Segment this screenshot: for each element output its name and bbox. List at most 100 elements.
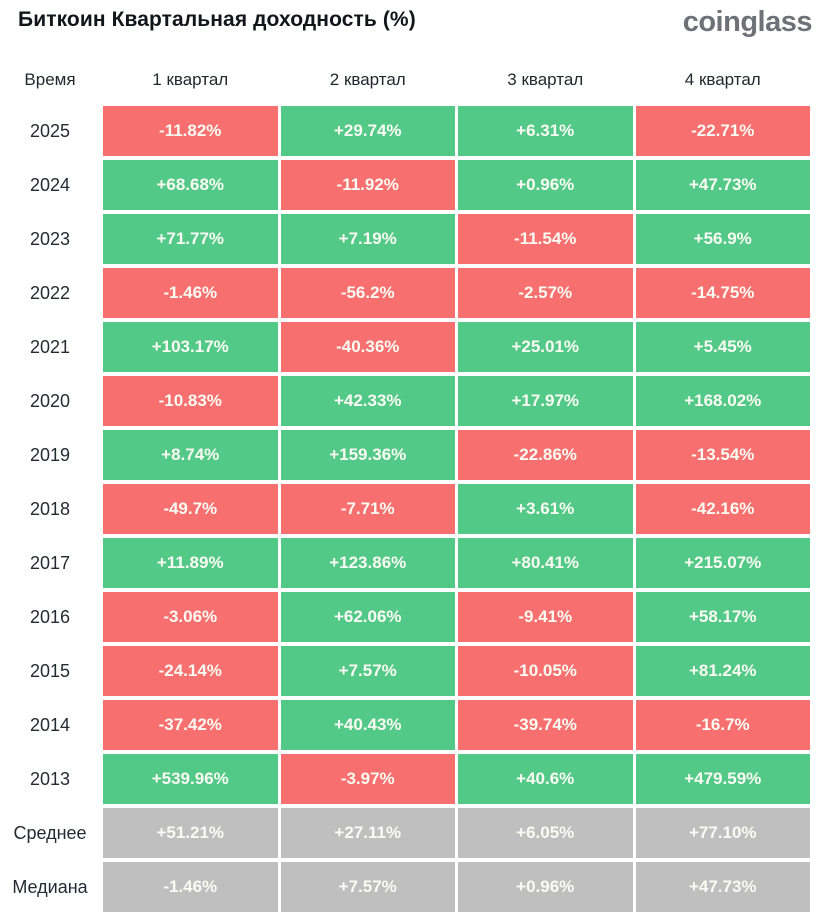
column-header-row: Время 1 квартал 2 квартал 3 квартал 4 кв… [0, 70, 810, 90]
table-row: 2022 -1.46% -56.2% -2.57% -14.75% [0, 268, 810, 318]
row-label: Медиана [12, 876, 88, 897]
return-cell: -3.97% [280, 754, 455, 804]
table-row: 2024 +68.68% -11.92% +0.96% +47.73% [0, 160, 810, 210]
return-cell: -56.2% [280, 268, 455, 318]
row-label: 2019 [29, 444, 71, 465]
return-cell: +168.02% [635, 376, 810, 426]
return-cell: +68.68% [103, 160, 278, 210]
row-label: Среднее [13, 822, 87, 843]
row-label: 2013 [29, 768, 71, 789]
return-cell: -2.57% [458, 268, 633, 318]
column-header-time: Время [24, 70, 76, 89]
return-cell: +3.61% [458, 484, 633, 534]
return-cell: -49.7% [103, 484, 278, 534]
return-cell: +62.06% [280, 592, 455, 642]
return-cell: -22.71% [635, 106, 810, 156]
return-cell: -42.16% [635, 484, 810, 534]
return-cell: +5.45% [635, 322, 810, 372]
return-cell: +56.9% [635, 214, 810, 264]
return-cell: +539.96% [103, 754, 278, 804]
return-cell: -16.7% [635, 700, 810, 750]
row-label: 2021 [29, 336, 71, 357]
return-cell: +25.01% [458, 322, 633, 372]
column-header-q3: 3 квартал [507, 70, 584, 89]
return-cell: +6.05% [458, 808, 633, 858]
return-cell: -11.54% [458, 214, 633, 264]
return-cell: +47.73% [635, 862, 810, 912]
return-cell: -22.86% [458, 430, 633, 480]
table-row: 2021 +103.17% -40.36% +25.01% +5.45% [0, 322, 810, 372]
return-cell: +71.77% [103, 214, 278, 264]
table-row: 2020 -10.83% +42.33% +17.97% +168.02% [0, 376, 810, 426]
return-cell: +58.17% [635, 592, 810, 642]
return-cell: -24.14% [103, 646, 278, 696]
return-cell: +159.36% [280, 430, 455, 480]
return-cell: +47.73% [635, 160, 810, 210]
return-cell: -1.46% [103, 268, 278, 318]
row-label: 2022 [29, 282, 71, 303]
row-label: 2016 [29, 606, 71, 627]
return-cell: +27.11% [280, 808, 455, 858]
return-cell: -11.92% [280, 160, 455, 210]
return-cell: -10.05% [458, 646, 633, 696]
page-title: Биткоин Квартальная доходность (%) [18, 8, 416, 31]
return-cell: -1.46% [103, 862, 278, 912]
table-row: 2018 -49.7% -7.71% +3.61% -42.16% [0, 484, 810, 534]
return-cell: -40.36% [280, 322, 455, 372]
return-cell: +479.59% [635, 754, 810, 804]
return-cell: +7.19% [280, 214, 455, 264]
table-row: 2023 +71.77% +7.19% -11.54% +56.9% [0, 214, 810, 264]
return-cell: +6.31% [458, 106, 633, 156]
return-cell: -14.75% [635, 268, 810, 318]
row-label: 2020 [29, 390, 71, 411]
row-label: 2014 [29, 714, 71, 735]
returns-table: 2025 -11.82% +29.74% +6.31% -22.71% 2024 +68.6… [0, 106, 810, 912]
table-row: Среднее +51.21% +27.11% +6.05% +77.10% [0, 808, 810, 858]
return-cell: +80.41% [458, 538, 633, 588]
table-row: 2019 +8.74% +159.36% -22.86% -13.54% [0, 430, 810, 480]
topbar: Биткоин Квартальная доходность (%) coing… [0, 0, 828, 40]
row-label: 2018 [29, 498, 71, 519]
return-cell: +42.33% [280, 376, 455, 426]
column-header-q4: 4 квартал [684, 70, 761, 89]
return-cell: -13.54% [635, 430, 810, 480]
row-label: 2023 [29, 228, 71, 249]
return-cell: +11.89% [103, 538, 278, 588]
return-cell: +29.74% [280, 106, 455, 156]
table-row: 2025 -11.82% +29.74% +6.31% -22.71% [0, 106, 810, 156]
return-cell: -3.06% [103, 592, 278, 642]
return-cell: +51.21% [103, 808, 278, 858]
table-row: Медиана -1.46% +7.57% +0.96% +47.73% [0, 862, 810, 912]
return-cell: +17.97% [458, 376, 633, 426]
return-cell: +215.07% [635, 538, 810, 588]
table-row: 2016 -3.06% +62.06% -9.41% +58.17% [0, 592, 810, 642]
row-label: 2015 [29, 660, 71, 681]
table-row: 2017 +11.89% +123.86% +80.41% +215.07% [0, 538, 810, 588]
return-cell: +81.24% [635, 646, 810, 696]
column-header-q1: 1 квартал [152, 70, 229, 89]
return-cell: +103.17% [103, 322, 278, 372]
return-cell: -11.82% [103, 106, 278, 156]
return-cell: -10.83% [103, 376, 278, 426]
return-cell: -7.71% [280, 484, 455, 534]
return-cell: -9.41% [458, 592, 633, 642]
return-cell: +77.10% [635, 808, 810, 858]
row-label: 2025 [29, 120, 71, 141]
table-row: 2015 -24.14% +7.57% -10.05% +81.24% [0, 646, 810, 696]
return-cell: +0.96% [458, 862, 633, 912]
row-label: 2017 [29, 552, 71, 573]
return-cell: +123.86% [280, 538, 455, 588]
return-cell: -39.74% [458, 700, 633, 750]
return-cell: +40.6% [458, 754, 633, 804]
return-cell: +8.74% [103, 430, 278, 480]
column-header-q2: 2 квартал [329, 70, 406, 89]
table-row: 2013 +539.96% -3.97% +40.6% +479.59% [0, 754, 810, 804]
return-cell: -37.42% [103, 700, 278, 750]
return-cell: +7.57% [280, 646, 455, 696]
return-cell: +40.43% [280, 700, 455, 750]
row-label: 2024 [29, 174, 71, 195]
coinglass-logo[interactable]: coinglass [682, 6, 813, 38]
return-cell: +0.96% [458, 160, 633, 210]
return-cell: +7.57% [280, 862, 455, 912]
table-row: 2014 -37.42% +40.43% -39.74% -16.7% [0, 700, 810, 750]
